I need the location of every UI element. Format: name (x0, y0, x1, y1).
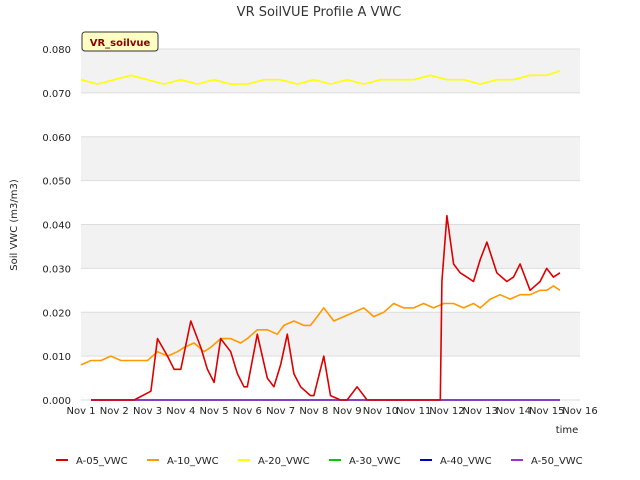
y-tick-label: 0.040 (42, 221, 71, 232)
legend-label: A-20_VWC (258, 456, 310, 467)
x-tick-label: Nov 5 (200, 406, 229, 417)
y-tick-label: 0.030 (42, 264, 71, 275)
series-line-a-10-vwc (80, 285, 561, 366)
x-tick-label: Nov 10 (363, 406, 398, 417)
x-tick-label: Nov 9 (333, 406, 362, 417)
y-axis-label: Soil VWC (m3/m3) (9, 179, 20, 271)
legend-item: A-05_VWC (56, 456, 128, 467)
legend-label: A-30_VWC (349, 456, 401, 467)
y-tick-label: 0.010 (42, 352, 71, 363)
x-tick-label: Nov 1 (66, 406, 95, 417)
x-axis-label: time (556, 425, 579, 436)
legend-item: A-10_VWC (147, 456, 219, 467)
y-tick-label: 0.060 (42, 133, 71, 144)
legend-item: A-50_VWC (511, 456, 583, 467)
legend: A-05_VWC A-10_VWC A-20_VWC A-30_VWC A-40_VWC… (56, 456, 583, 467)
x-tick-label: Nov 12 (429, 406, 464, 417)
site-badge-box (81, 31, 159, 52)
site-badge: VR_soilvue (81, 31, 159, 52)
plot-band (81, 224, 580, 269)
x-tick-label: Nov 8 (299, 406, 328, 417)
grid-lines (81, 48, 580, 401)
y-tick-label: 0.080 (42, 45, 71, 56)
plot-band (81, 49, 580, 93)
legend-item: A-20_VWC (238, 456, 310, 467)
y-tick-label: 0.020 (42, 308, 71, 319)
y-axis-ticks: 0.000 0.010 0.020 0.030 0.040 0.050 0.060 0.070… (42, 45, 71, 407)
plot-band (81, 136, 580, 181)
series-layer (80, 70, 561, 401)
series-line-a-05-vwc (91, 214, 561, 401)
legend-label: A-50_VWC (531, 456, 583, 467)
x-tick-label: Nov 7 (266, 406, 295, 417)
y-tick-label: 0.070 (42, 89, 71, 100)
series-line-a-20-vwc (80, 70, 561, 85)
legend-item: A-40_VWC (420, 456, 492, 467)
legend-label: A-05_VWC (76, 456, 128, 467)
x-tick-label: Nov 4 (166, 406, 195, 417)
x-tick-label: Nov 13 (462, 406, 497, 417)
x-tick-label: Nov 15 (529, 406, 564, 417)
legend-label: A-10_VWC (167, 456, 219, 467)
x-tick-label: Nov 14 (496, 406, 531, 417)
legend-label: A-40_VWC (440, 456, 492, 467)
chart-title: VR SoilVUE Profile A VWC (237, 5, 402, 20)
x-axis-ticks: Nov 1 Nov 2 Nov 3 Nov 4 Nov 5 Nov 6 Nov 7 Nov 8… (66, 406, 597, 417)
x-tick-label: Nov 11 (396, 406, 431, 417)
y-tick-label: 0.000 (42, 396, 71, 407)
legend-item: A-30_VWC (329, 456, 401, 467)
x-tick-label: Nov 6 (233, 406, 262, 417)
x-tick-label: Nov 2 (100, 406, 129, 417)
x-tick-label: Nov 3 (133, 406, 162, 417)
y-tick-label: 0.050 (42, 177, 71, 188)
x-tick-label: Nov 16 (562, 406, 597, 417)
site-badge-label: VR_soilvue (90, 38, 151, 49)
